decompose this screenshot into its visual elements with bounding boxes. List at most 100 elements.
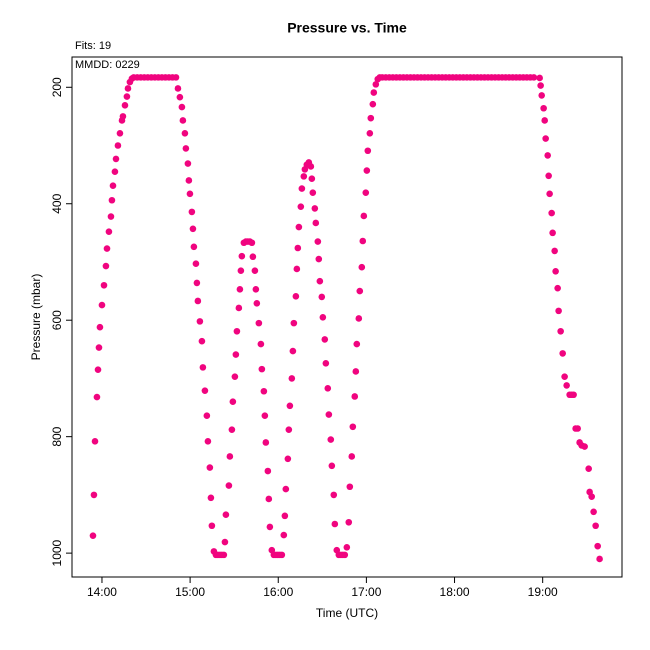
data-point <box>188 208 196 216</box>
data-point <box>251 267 259 275</box>
data-point <box>220 551 228 559</box>
data-point <box>98 301 106 309</box>
data-point <box>559 350 566 357</box>
data-point <box>222 511 230 518</box>
data-point <box>114 142 122 149</box>
data-point <box>228 426 236 433</box>
data-point <box>360 212 368 220</box>
data-point <box>544 152 551 159</box>
data-point <box>536 74 543 82</box>
data-point <box>346 483 354 491</box>
data-point <box>194 297 202 305</box>
data-point <box>91 438 99 445</box>
data-point <box>331 520 339 528</box>
data-point <box>119 113 127 120</box>
data-point <box>208 522 216 530</box>
data-point <box>100 281 108 289</box>
data-point <box>324 385 332 392</box>
data-point <box>362 189 370 196</box>
data-point <box>255 319 263 327</box>
data-point <box>184 160 192 167</box>
data-point <box>364 147 372 155</box>
data-point <box>172 74 180 81</box>
data-point <box>237 267 245 275</box>
data-point <box>284 455 292 463</box>
data-point <box>252 286 260 293</box>
data-point <box>225 482 233 489</box>
data-point <box>549 229 556 237</box>
data-point <box>112 155 120 163</box>
data-point <box>590 508 597 516</box>
data-point <box>351 393 359 400</box>
data-point <box>348 453 356 460</box>
x-axis-label: Time (UTC) <box>316 606 378 620</box>
x-tick-label: 16:00 <box>263 585 293 599</box>
data-point <box>561 373 568 380</box>
y-tick-label: 200 <box>50 77 64 97</box>
data-point <box>238 252 246 260</box>
data-point <box>102 262 110 270</box>
data-point <box>322 359 330 367</box>
data-point <box>280 531 288 539</box>
data-point <box>295 223 303 231</box>
data-point <box>318 293 326 301</box>
x-tick-label: 18:00 <box>440 585 470 599</box>
x-tick-label: 15:00 <box>175 585 205 599</box>
data-point <box>353 340 361 348</box>
data-point <box>358 263 366 271</box>
data-point <box>258 365 266 373</box>
x-tick-label: 17:00 <box>351 585 381 599</box>
data-point <box>109 182 117 189</box>
data-point <box>343 544 351 551</box>
data-point <box>596 555 603 563</box>
data-point <box>581 443 588 450</box>
data-point <box>108 196 116 204</box>
data-point <box>289 347 297 355</box>
data-point <box>554 284 561 292</box>
data-point <box>235 304 243 312</box>
data-point <box>124 85 132 92</box>
data-point <box>366 129 374 137</box>
data-point <box>174 85 182 92</box>
data-point <box>207 494 215 502</box>
data-point <box>231 373 239 380</box>
data-point <box>557 327 564 335</box>
data-point <box>286 402 294 410</box>
data-point <box>232 351 240 358</box>
data-point <box>288 375 296 382</box>
data-point <box>281 512 289 520</box>
data-point <box>189 225 197 233</box>
data-point <box>372 81 380 88</box>
data-point <box>574 425 581 432</box>
data-point <box>588 493 595 500</box>
data-point <box>221 538 229 546</box>
data-point <box>341 551 349 559</box>
y-axis-label: Pressure (mbar) <box>29 274 43 361</box>
data-point <box>93 393 101 401</box>
data-point <box>355 315 363 322</box>
data-point <box>182 145 190 152</box>
data-point <box>592 522 599 530</box>
data-point <box>352 368 360 375</box>
data-point <box>369 100 377 108</box>
data-point <box>290 319 298 327</box>
data-point <box>292 293 300 300</box>
data-point <box>185 177 193 184</box>
data-point <box>198 337 206 345</box>
data-point <box>297 203 305 210</box>
data-point <box>293 265 301 273</box>
data-point <box>90 491 98 499</box>
data-point <box>260 387 268 395</box>
data-point <box>541 117 549 124</box>
data-point <box>94 366 102 373</box>
data-point <box>551 247 558 255</box>
data-point <box>257 340 265 348</box>
data-point <box>103 245 111 252</box>
data-point <box>537 82 544 89</box>
data-point <box>236 286 244 293</box>
data-point <box>319 313 327 321</box>
data-point <box>96 323 104 331</box>
data-point <box>321 336 329 343</box>
data-point <box>316 277 324 285</box>
data-point <box>226 453 234 460</box>
